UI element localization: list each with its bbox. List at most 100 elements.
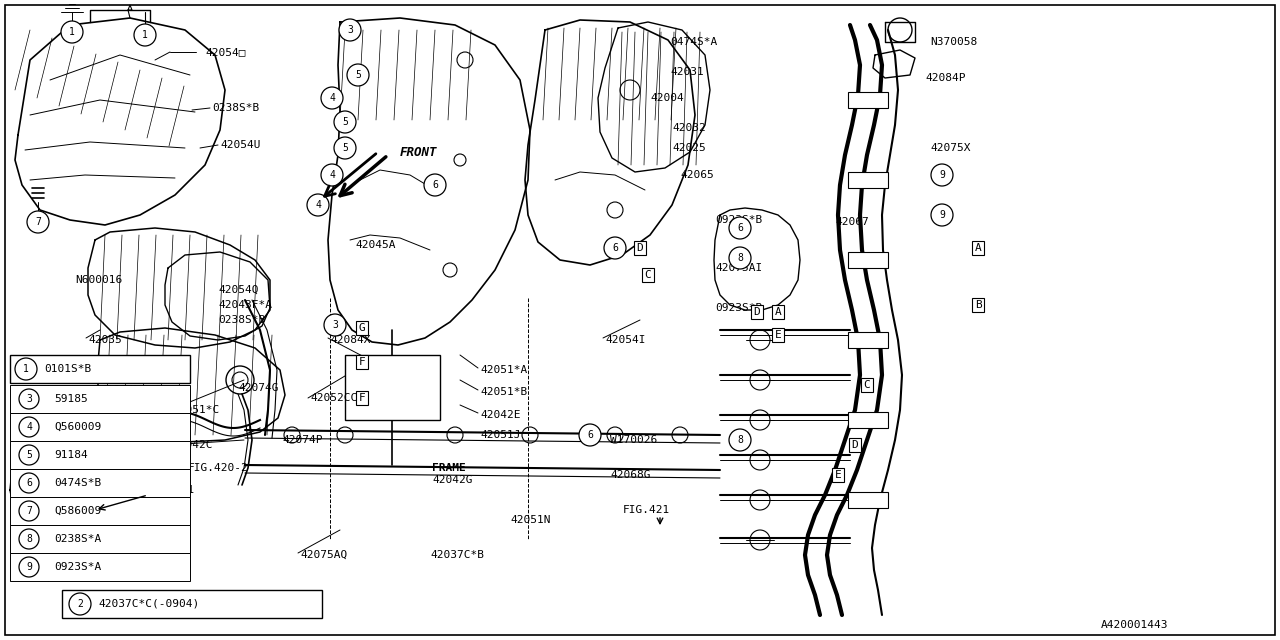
Circle shape (730, 247, 751, 269)
Text: 3: 3 (26, 394, 32, 404)
Circle shape (19, 529, 38, 549)
Text: 42031: 42031 (669, 67, 704, 77)
Text: Q586009: Q586009 (54, 506, 101, 516)
Circle shape (69, 593, 91, 615)
Text: 8: 8 (737, 253, 742, 263)
Text: 3: 3 (347, 25, 353, 35)
Text: 1: 1 (69, 27, 76, 37)
Text: FRONT: FRONT (399, 145, 438, 159)
Text: 0923S*B: 0923S*B (716, 215, 763, 225)
Text: 0238S*B: 0238S*B (212, 103, 260, 113)
Text: 5: 5 (355, 70, 361, 80)
Text: 9: 9 (940, 210, 945, 220)
Text: 42037C*B: 42037C*B (430, 550, 484, 560)
Text: 6: 6 (612, 243, 618, 253)
Text: 42074G: 42074G (238, 383, 279, 393)
Text: 8: 8 (737, 435, 742, 445)
Circle shape (19, 501, 38, 521)
Circle shape (307, 194, 329, 216)
Text: D: D (636, 243, 644, 253)
Text: 4: 4 (329, 93, 335, 103)
Text: 7: 7 (35, 217, 41, 227)
Text: E: E (774, 330, 781, 340)
Text: 42051*C: 42051*C (172, 405, 219, 415)
Text: 42067: 42067 (835, 217, 869, 227)
Text: 42084P: 42084P (925, 73, 965, 83)
Text: 6: 6 (433, 180, 438, 190)
Text: 6: 6 (588, 430, 593, 440)
Text: 42037C*C(-0904): 42037C*C(-0904) (99, 599, 200, 609)
Text: 0101S*B: 0101S*B (44, 364, 91, 374)
Text: 42004: 42004 (650, 93, 684, 103)
Circle shape (27, 211, 49, 233)
Bar (346, 355, 440, 420)
Text: 42065: 42065 (680, 170, 714, 180)
Text: D: D (851, 440, 859, 450)
Circle shape (19, 417, 38, 437)
Bar (849, 92, 888, 108)
Text: 0238S*B: 0238S*B (218, 315, 265, 325)
Circle shape (19, 557, 38, 577)
Circle shape (321, 87, 343, 109)
Bar (849, 412, 888, 428)
Text: 4: 4 (329, 170, 335, 180)
Text: 42075X: 42075X (931, 143, 970, 153)
Text: A: A (974, 243, 982, 253)
Text: A: A (774, 307, 781, 317)
Text: 42051N: 42051N (509, 515, 550, 525)
Bar (10, 441, 189, 469)
Circle shape (19, 473, 38, 493)
Text: C: C (864, 380, 870, 390)
Bar (61, 590, 323, 618)
Text: FIG.421: FIG.421 (623, 505, 671, 515)
Text: N600016: N600016 (76, 275, 123, 285)
Text: 0923S*A: 0923S*A (54, 562, 101, 572)
Text: 42051*A: 42051*A (480, 365, 527, 375)
Circle shape (339, 19, 361, 41)
Bar (10, 469, 189, 497)
Text: 42042E: 42042E (480, 410, 521, 420)
Text: 6: 6 (26, 478, 32, 488)
Text: 2: 2 (77, 599, 83, 609)
Text: A420001443: A420001443 (1101, 620, 1169, 630)
Circle shape (579, 424, 602, 446)
Text: 42068G: 42068G (611, 470, 650, 480)
Circle shape (931, 164, 954, 186)
Text: 42074N: 42074N (100, 385, 141, 395)
Circle shape (324, 314, 346, 336)
Text: 91184: 91184 (54, 450, 88, 460)
Text: 5: 5 (342, 143, 348, 153)
Bar (10, 413, 189, 441)
Text: 4: 4 (315, 200, 321, 210)
Text: 1: 1 (142, 30, 148, 40)
Circle shape (321, 164, 343, 186)
Text: 59185: 59185 (54, 394, 88, 404)
Circle shape (19, 389, 38, 409)
Text: 42054I: 42054I (605, 335, 645, 345)
Text: 42054U: 42054U (220, 140, 261, 150)
Text: 42052CC: 42052CC (310, 393, 357, 403)
Text: FIG.420-2: FIG.420-2 (188, 463, 248, 473)
Text: FIG.421: FIG.421 (148, 485, 196, 495)
Text: 42054□: 42054□ (205, 47, 246, 57)
Text: 8: 8 (26, 534, 32, 544)
Text: 42054Q: 42054Q (218, 285, 259, 295)
Bar (10, 525, 189, 553)
Text: 1: 1 (23, 364, 29, 374)
Text: 6: 6 (737, 223, 742, 233)
Text: 42042G: 42042G (433, 475, 472, 485)
Circle shape (730, 429, 751, 451)
Text: 42032: 42032 (672, 123, 705, 133)
Circle shape (334, 111, 356, 133)
Circle shape (931, 204, 954, 226)
Circle shape (61, 21, 83, 43)
Circle shape (334, 137, 356, 159)
Circle shape (134, 24, 156, 46)
Text: 5: 5 (342, 117, 348, 127)
Text: 42075AQ: 42075AQ (300, 550, 347, 560)
Bar (849, 492, 888, 508)
Text: 42051*B: 42051*B (480, 387, 527, 397)
Text: 42075AI: 42075AI (716, 263, 763, 273)
Text: F: F (358, 357, 365, 367)
Text: C: C (645, 270, 652, 280)
